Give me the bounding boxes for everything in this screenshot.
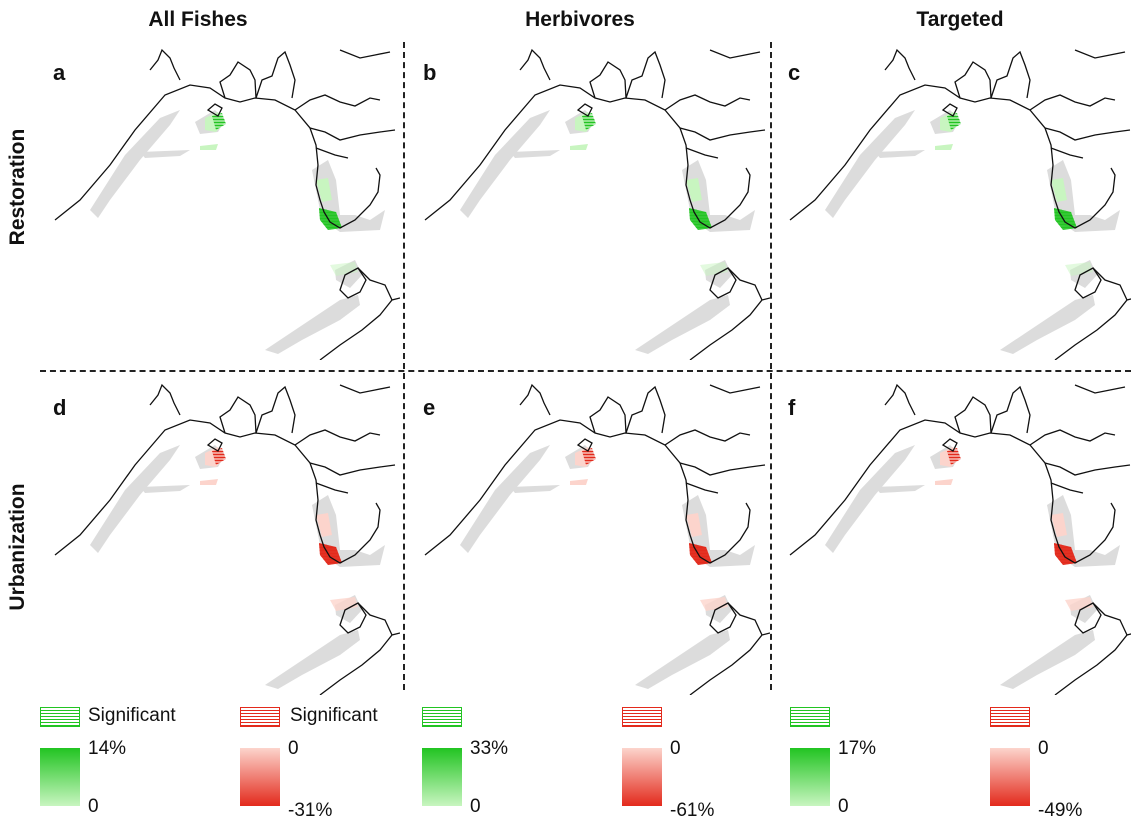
panel-letter: f [788, 395, 796, 420]
row-title-restoration: Restoration [6, 128, 29, 246]
legend-significant-positive-swatch [422, 707, 462, 727]
legend-negative-colorbar [990, 748, 1030, 806]
legend-significant-label: Significant [290, 705, 378, 726]
legend-negative-max-label: 0 [670, 738, 681, 759]
coastline [54, 48, 400, 360]
panel-letter: b [423, 60, 437, 85]
reef-areas [90, 445, 385, 689]
legend-significant-negative-swatch [240, 707, 280, 727]
reef-areas [460, 110, 755, 354]
legend-negative-max-label: 0 [1038, 738, 1049, 759]
coastline [789, 48, 1131, 360]
map-panel-a: a [40, 40, 400, 360]
legend-significant-positive-swatch [40, 707, 80, 727]
legend-positive-max-label: 17% [838, 738, 877, 759]
legend-positive-min-label: 0 [470, 796, 481, 817]
legend-positive-min-label: 0 [88, 796, 99, 817]
reef-areas [460, 445, 755, 689]
legend-positive-colorbar [40, 748, 80, 806]
panel-letter: c [788, 60, 801, 85]
map [54, 383, 400, 695]
map [424, 48, 770, 360]
coastline [54, 383, 400, 695]
reef-areas [825, 110, 1120, 354]
divider-vertical-1 [403, 42, 405, 690]
row-title-urbanization: Urbanization [6, 483, 29, 611]
legend-negative-colorbar [240, 748, 280, 806]
map-panel-e: e [410, 375, 770, 695]
map [424, 383, 770, 695]
legend-positive-colorbar [790, 748, 830, 806]
coastline [789, 383, 1131, 695]
legend-negative-min-label: -61% [670, 800, 715, 821]
column-title-all-fishes: All Fishes [148, 8, 248, 31]
column-title-herbivores: Herbivores [525, 8, 635, 31]
legend-significant-positive-swatch [790, 707, 830, 727]
legend-positive-min-label: 0 [838, 796, 849, 817]
panel-letter: d [53, 395, 67, 420]
map-panel-d: d [40, 375, 400, 695]
map [789, 383, 1131, 695]
legend-negative-min-label: -31% [288, 800, 333, 821]
reef-areas [90, 110, 385, 354]
effect-areas [200, 112, 358, 276]
legend-positive-max-label: 14% [88, 738, 127, 759]
map-panel-f: f [775, 375, 1131, 695]
map-panel-c: c [775, 40, 1131, 360]
divider-vertical-2 [770, 42, 772, 690]
map [54, 48, 400, 360]
coastline [424, 383, 770, 695]
legend-significant-negative-swatch [622, 707, 662, 727]
legend-positive-max-label: 33% [470, 738, 509, 759]
panel-letter: e [423, 395, 436, 420]
legend-negative-colorbar [622, 748, 662, 806]
legend-significant-label: Significant [88, 705, 176, 726]
column-title-targeted: Targeted [916, 8, 1004, 31]
panel-letter: a [53, 60, 66, 85]
legend-significant-negative-swatch [990, 707, 1030, 727]
coastline [424, 48, 770, 360]
legend-positive-colorbar [422, 748, 462, 806]
map [789, 48, 1131, 360]
divider-horizontal [40, 370, 1131, 372]
effect-areas [570, 112, 728, 276]
reef-areas [825, 445, 1120, 689]
legend-negative-min-label: -49% [1038, 800, 1083, 821]
legend-negative-max-label: 0 [288, 738, 299, 759]
map-panel-b: b [410, 40, 770, 360]
